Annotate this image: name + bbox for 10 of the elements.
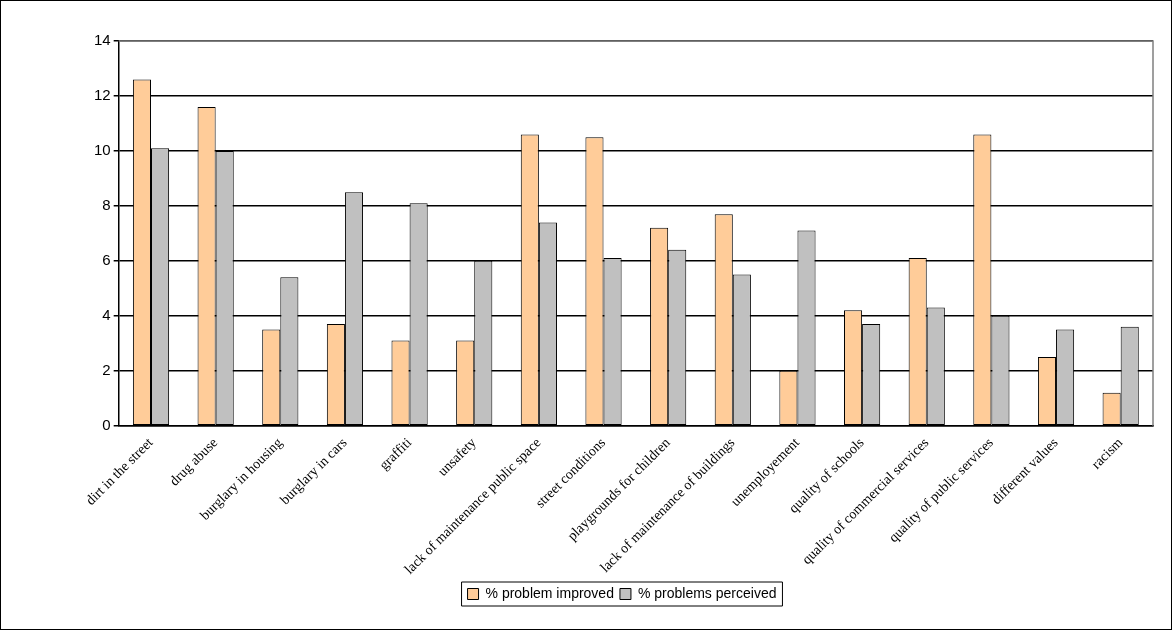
y-tick-label: 2 [102, 360, 111, 378]
legend-label: % problems perceived [637, 584, 777, 601]
y-tick-label: 4 [102, 305, 111, 323]
y-tick-label: 12 [94, 86, 111, 104]
y-tick-label: 0 [102, 415, 111, 433]
y-tick-label: 14 [94, 31, 111, 49]
legend-label: % problem improved [485, 584, 614, 601]
y-tick-label: 8 [102, 196, 111, 214]
y-tick-label: 10 [94, 141, 111, 159]
y-tick-label: 6 [102, 250, 111, 268]
